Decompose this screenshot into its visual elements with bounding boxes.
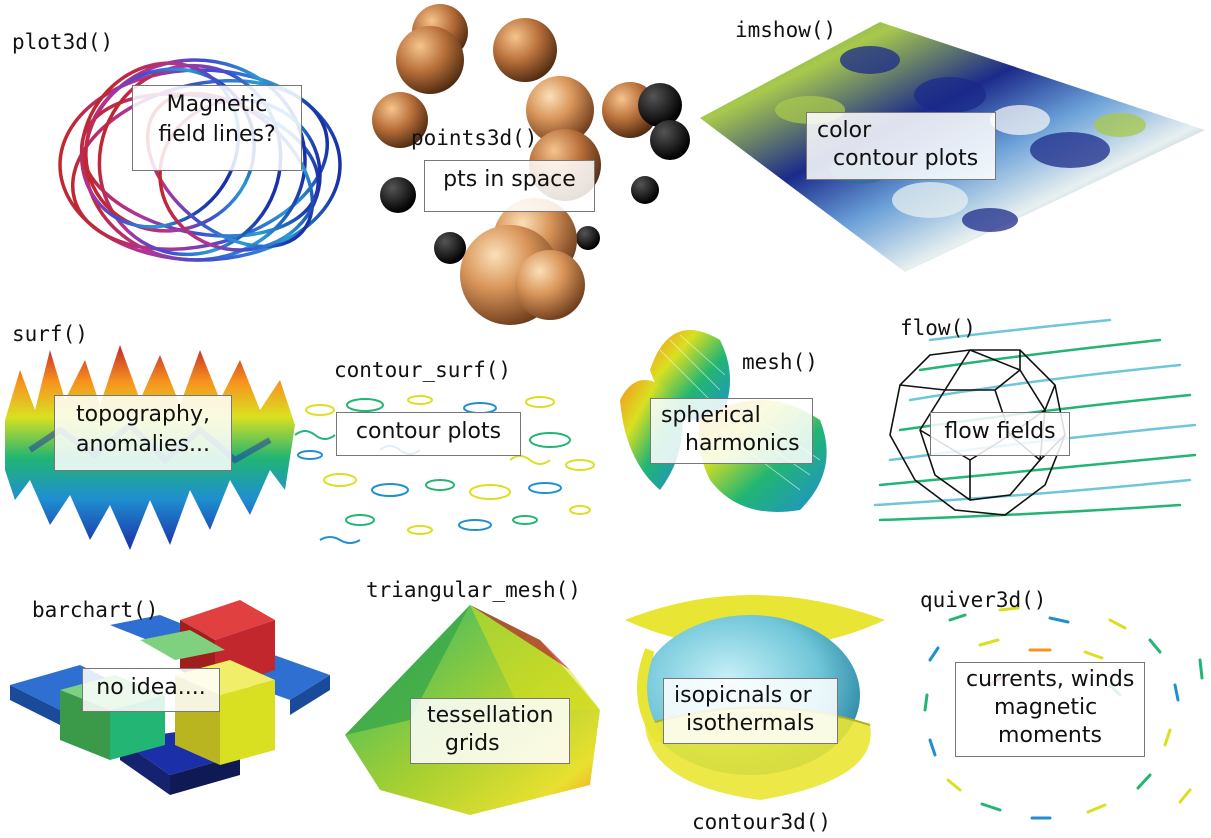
note-line: grids: [445, 731, 500, 756]
note-contour3d: isopicnals or isothermals: [663, 678, 838, 744]
note-line: contour plots: [833, 146, 979, 171]
note-triangular-mesh: tessellation grids: [410, 698, 570, 764]
panel-contour-surf: [280, 380, 610, 550]
note-imshow: color contour plots: [806, 112, 996, 180]
note-line: currents, winds: [966, 667, 1135, 692]
note-line: pts in space: [443, 167, 576, 192]
note-plot3d: Magnetic field lines?: [132, 85, 302, 171]
note-line: harmonics: [685, 431, 800, 456]
note-line: anomalies...: [76, 432, 210, 457]
note-surf: topography, anomalies...: [54, 395, 232, 471]
note-line: isothermals: [686, 711, 815, 736]
function-label-imshow: imshow(): [735, 18, 837, 42]
panel-points3d: [360, 0, 700, 330]
note-points3d: pts in space: [424, 160, 595, 212]
note-line: tessellation: [427, 703, 554, 728]
note-mesh: spherical harmonics: [650, 398, 813, 464]
note-flow: flow fields: [930, 412, 1070, 456]
note-barchart: no idea....: [82, 668, 220, 712]
note-line: field lines?: [158, 122, 276, 147]
note-line: isopicnals or: [674, 683, 812, 708]
function-label-plot3d: plot3d(): [12, 30, 114, 54]
note-line: spherical: [661, 403, 761, 428]
note-line: Magnetic: [166, 92, 268, 117]
note-quiver3d: currents, winds magnetic moments: [955, 662, 1145, 757]
function-label-contour3d: contour3d(): [692, 810, 832, 834]
contour-lines-icon: [294, 395, 595, 544]
note-contour-surf: contour plots: [336, 412, 521, 456]
function-label-flow: flow(): [900, 316, 976, 340]
note-line: no idea....: [96, 675, 206, 700]
spheres-in-space-icon: [372, 4, 690, 325]
note-line: moments: [998, 723, 1102, 748]
function-label-triangular-mesh: triangular_mesh(): [366, 578, 581, 602]
function-label-points3d: points3d(): [411, 126, 538, 150]
function-label-mesh: mesh(): [742, 350, 818, 374]
function-label-contour-surf: contour_surf(): [334, 358, 512, 382]
function-label-surf: surf(): [12, 322, 88, 346]
note-line: topography,: [76, 402, 210, 427]
function-label-barchart: barchart(): [32, 598, 159, 622]
note-line: color: [817, 118, 872, 143]
note-line: magnetic: [994, 695, 1098, 720]
function-label-quiver3d: quiver3d(): [920, 588, 1047, 612]
note-line: flow fields: [944, 419, 1056, 444]
note-line: contour plots: [355, 419, 502, 444]
